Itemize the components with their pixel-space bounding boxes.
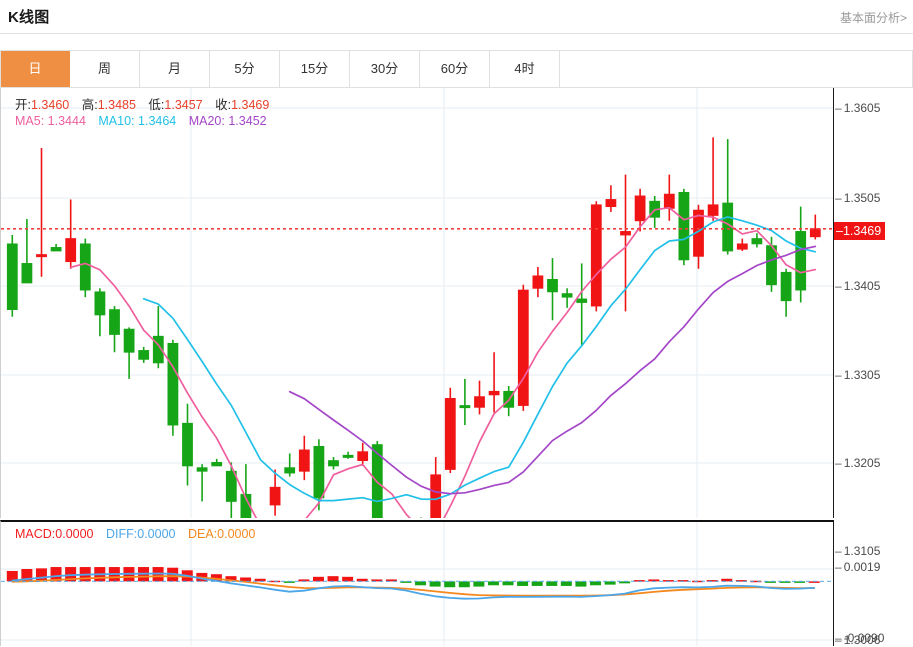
- price-axis-tick: –1.3505: [835, 191, 881, 205]
- tab-bar-filler: [560, 51, 913, 87]
- price-axis-tick: –1.3006: [835, 633, 881, 647]
- price-plot-area[interactable]: 开:1.3460 高:1.3485 低:1.3457 收:1.3469 MA5:…: [0, 88, 834, 518]
- tab-4hour[interactable]: 4时: [490, 51, 560, 87]
- diff-label: DIFF:: [106, 527, 138, 541]
- price-axis-tick: –1.3205: [835, 456, 881, 470]
- tab-15min[interactable]: 15分: [280, 51, 350, 87]
- macd-label: MACD:: [15, 527, 56, 541]
- macd-value: 0.0000: [55, 527, 94, 541]
- macd-plot-area[interactable]: MACD:0.0000 DIFF:0.0000 DEA:0.0000: [0, 520, 834, 646]
- high-value: 1.3485: [97, 98, 136, 112]
- ma5-label: MA5:: [15, 114, 45, 128]
- header-divider: [0, 33, 913, 34]
- macd-axis: –0.0019 – -0.0090: [835, 520, 913, 646]
- tab-5min[interactable]: 5分: [210, 51, 280, 87]
- macd-axis-tick: – -0.0090: [835, 631, 885, 645]
- tab-60min[interactable]: 60分: [420, 51, 490, 87]
- price-candlestick-svg: [1, 88, 833, 518]
- tab-week[interactable]: 周: [70, 51, 140, 87]
- price-axis-tick: –1.3105: [835, 544, 881, 558]
- diff-value: 0.0000: [137, 527, 176, 541]
- close-label: 收:: [215, 98, 232, 112]
- open-value: 1.3460: [30, 98, 70, 112]
- price-axis-tick: –1.3605: [835, 101, 881, 115]
- low-label: 低:: [148, 98, 165, 112]
- tab-day[interactable]: 日: [0, 51, 70, 87]
- ma-legend: MA5: 1.3444 MA10: 1.3464 MA20: 1.3452: [15, 114, 267, 128]
- price-axis-tick: –1.3305: [835, 368, 881, 382]
- macd-axis-tick: –0.0019: [835, 560, 881, 574]
- price-axis-tick: –1.3405: [835, 279, 881, 293]
- close-value: 1.3469: [231, 98, 270, 112]
- open-label: 开:: [15, 98, 31, 112]
- macd-indicator-svg: [1, 522, 833, 646]
- fundamental-analysis-link[interactable]: 基本面分析>: [839, 11, 907, 25]
- ma10-value: 1.3464: [138, 114, 177, 128]
- current-price-badge: –1.3469: [834, 222, 886, 240]
- ma20-label: MA20:: [188, 114, 225, 128]
- timeframe-tab-bar: 日 周 月 5分 15分 30分 60分 4时: [0, 50, 913, 88]
- price-axis: –1.3605 –1.3505 –1.3405 –1.3305 –1.3205 –1.31…: [834, 88, 913, 647]
- high-label: 高:: [81, 98, 98, 112]
- page-title: K线图: [8, 9, 50, 26]
- dea-label: DEA:: [187, 527, 218, 541]
- dea-value: 0.0000: [217, 527, 256, 541]
- kline-chart[interactable]: 开:1.3460 高:1.3485 低:1.3457 收:1.3469 MA5:…: [0, 88, 913, 647]
- header-bar: K线图 基本面分析>: [0, 0, 913, 33]
- tab-30min[interactable]: 30分: [350, 51, 420, 87]
- low-value: 1.3457: [164, 98, 203, 112]
- ma20-value: 1.3452: [228, 114, 267, 128]
- ohlc-legend: 开:1.3460 高:1.3485 低:1.3457 收:1.3469: [15, 94, 269, 113]
- ma10-label: MA10:: [98, 114, 135, 128]
- tab-month[interactable]: 月: [140, 51, 210, 87]
- macd-legend: MACD:0.0000 DIFF:0.0000 DEA:0.0000: [15, 527, 255, 541]
- ma5-value: 1.3444: [47, 114, 86, 128]
